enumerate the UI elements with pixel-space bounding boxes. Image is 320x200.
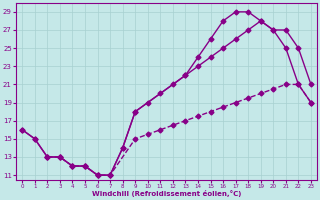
- X-axis label: Windchill (Refroidissement éolien,°C): Windchill (Refroidissement éolien,°C): [92, 190, 241, 197]
